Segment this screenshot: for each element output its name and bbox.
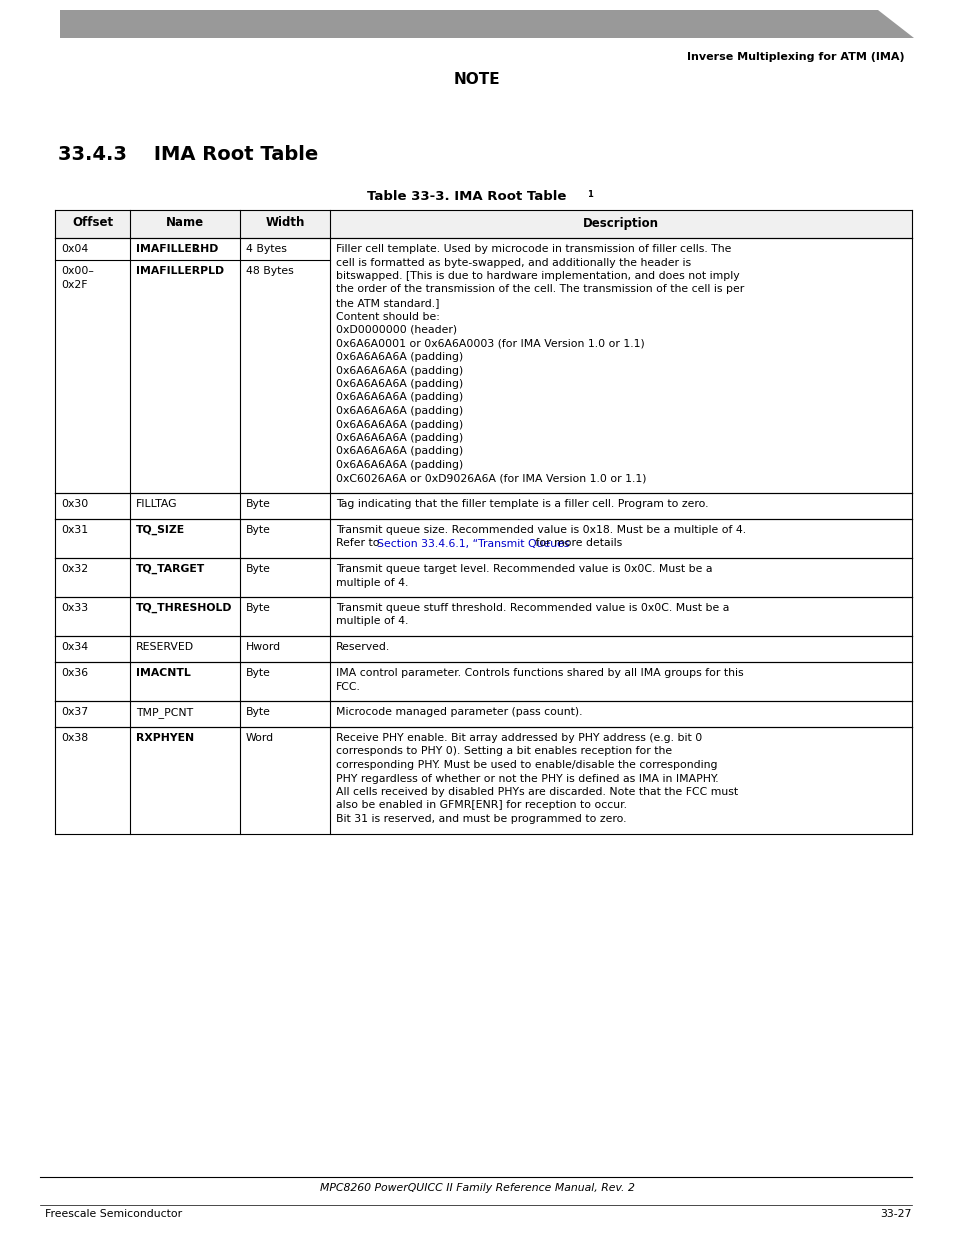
Text: the order of the transmission of the cell. The transmission of the cell is per: the order of the transmission of the cel… <box>335 284 743 294</box>
Text: Bit 31 is reserved, and must be programmed to zero.: Bit 31 is reserved, and must be programm… <box>335 814 626 824</box>
Text: 0xD0000000 (header): 0xD0000000 (header) <box>335 325 456 335</box>
Text: RESERVED: RESERVED <box>136 642 193 652</box>
Text: TQ_SIZE: TQ_SIZE <box>136 525 185 535</box>
Text: 0x36: 0x36 <box>61 668 88 678</box>
Text: RXPHYEN: RXPHYEN <box>136 734 193 743</box>
Text: Name: Name <box>166 216 204 230</box>
Text: 1: 1 <box>586 190 592 199</box>
Text: multiple of 4.: multiple of 4. <box>335 616 408 626</box>
Text: 0x6A6A6A6A (padding): 0x6A6A6A6A (padding) <box>335 406 463 416</box>
Text: FILLTAG: FILLTAG <box>136 499 177 509</box>
Text: Hword: Hword <box>246 642 281 652</box>
Text: 0x33: 0x33 <box>61 603 88 613</box>
Text: Content should be:: Content should be: <box>335 311 439 321</box>
Text: the ATM standard.]: the ATM standard.] <box>335 298 439 308</box>
Text: Transmit queue stuff threshold. Recommended value is 0x0C. Must be a: Transmit queue stuff threshold. Recommen… <box>335 603 729 613</box>
Text: Transmit queue size. Recommended value is 0x18. Must be a multiple of 4.: Transmit queue size. Recommended value i… <box>335 525 745 535</box>
Text: TQ_TARGET: TQ_TARGET <box>136 564 205 574</box>
Text: 0x04: 0x04 <box>61 245 89 254</box>
Text: Inverse Multiplexing for ATM (IMA): Inverse Multiplexing for ATM (IMA) <box>687 52 904 62</box>
Text: 0x31: 0x31 <box>61 525 88 535</box>
Text: cell is formatted as byte-swapped, and additionally the header is: cell is formatted as byte-swapped, and a… <box>335 258 690 268</box>
Text: Tag indicating that the filler template is a filler cell. Program to zero.: Tag indicating that the filler template … <box>335 499 708 509</box>
Text: corresponding PHY. Must be used to enable/disable the corresponding: corresponding PHY. Must be used to enabl… <box>335 760 717 769</box>
Text: Transmit queue target level. Recommended value is 0x0C. Must be a: Transmit queue target level. Recommended… <box>335 564 712 574</box>
Text: Width: Width <box>265 216 304 230</box>
Text: Microcode managed parameter (pass count).: Microcode managed parameter (pass count)… <box>335 706 582 718</box>
Text: Filler cell template. Used by microcode in transmission of filler cells. The: Filler cell template. Used by microcode … <box>335 245 731 254</box>
Text: 0x6A6A6A6A (padding): 0x6A6A6A6A (padding) <box>335 379 463 389</box>
Text: 0x00–: 0x00– <box>61 266 93 275</box>
Text: Section 33.4.6.1, “Transmit Queues: Section 33.4.6.1, “Transmit Queues <box>376 538 569 548</box>
Text: Refer to: Refer to <box>335 538 382 548</box>
Text: corresponds to PHY 0). Setting a bit enables reception for the: corresponds to PHY 0). Setting a bit ena… <box>335 746 672 757</box>
Text: TQ_THRESHOLD: TQ_THRESHOLD <box>136 603 233 614</box>
Text: 0x6A6A6A6A (padding): 0x6A6A6A6A (padding) <box>335 393 463 403</box>
Text: 0x32: 0x32 <box>61 564 88 574</box>
Text: 0x6A6A6A6A (padding): 0x6A6A6A6A (padding) <box>335 459 463 471</box>
Text: Byte: Byte <box>246 706 271 718</box>
Text: 0x6A6A6A6A (padding): 0x6A6A6A6A (padding) <box>335 352 463 362</box>
Text: 0x30: 0x30 <box>61 499 89 509</box>
Text: for more details: for more details <box>531 538 621 548</box>
Text: also be enabled in GFMR[ENR] for reception to occur.: also be enabled in GFMR[ENR] for recepti… <box>335 800 626 810</box>
Text: Byte: Byte <box>246 525 271 535</box>
Text: 48 Bytes: 48 Bytes <box>246 266 294 275</box>
Text: Offset: Offset <box>71 216 113 230</box>
Polygon shape <box>60 10 913 38</box>
Text: 0x6A6A6A6A (padding): 0x6A6A6A6A (padding) <box>335 366 463 375</box>
Text: 33-27: 33-27 <box>880 1209 911 1219</box>
Text: TMP_PCNT: TMP_PCNT <box>136 706 193 718</box>
Text: Word: Word <box>246 734 274 743</box>
Text: Byte: Byte <box>246 668 271 678</box>
Text: Table 33-3. IMA Root Table: Table 33-3. IMA Root Table <box>367 190 566 203</box>
Text: Receive PHY enable. Bit array addressed by PHY address (e.g. bit 0: Receive PHY enable. Bit array addressed … <box>335 734 701 743</box>
Text: IMA control parameter. Controls functions shared by all IMA groups for this: IMA control parameter. Controls function… <box>335 668 742 678</box>
Text: 4 Bytes: 4 Bytes <box>246 245 287 254</box>
Text: 0x34: 0x34 <box>61 642 88 652</box>
Text: FCC.: FCC. <box>335 682 360 692</box>
Text: All cells received by disabled PHYs are discarded. Note that the FCC must: All cells received by disabled PHYs are … <box>335 787 738 797</box>
Text: multiple of 4.: multiple of 4. <box>335 578 408 588</box>
Text: Description: Description <box>582 216 659 230</box>
Text: 2: 2 <box>193 245 198 254</box>
Text: IMAFILLERPLD: IMAFILLERPLD <box>136 266 224 275</box>
Text: 0x6A6A6A6A (padding): 0x6A6A6A6A (padding) <box>335 433 463 443</box>
Text: bitswapped. [This is due to hardware implementation, and does not imply: bitswapped. [This is due to hardware imp… <box>335 270 739 282</box>
Text: 0xC6026A6A or 0xD9026A6A (for IMA Version 1.0 or 1.1): 0xC6026A6A or 0xD9026A6A (for IMA Versio… <box>335 473 646 483</box>
Text: Byte: Byte <box>246 603 271 613</box>
Text: 0x6A6A6A6A (padding): 0x6A6A6A6A (padding) <box>335 447 463 457</box>
Text: IMAFILLERHD: IMAFILLERHD <box>136 245 218 254</box>
Text: Freescale Semiconductor: Freescale Semiconductor <box>45 1209 182 1219</box>
Text: 0x2F: 0x2F <box>61 279 88 289</box>
Text: 33.4.3    IMA Root Table: 33.4.3 IMA Root Table <box>58 144 318 164</box>
Text: Byte: Byte <box>246 499 271 509</box>
Text: 0x6A6A0001 or 0x6A6A0003 (for IMA Version 1.0 or 1.1): 0x6A6A0001 or 0x6A6A0003 (for IMA Versio… <box>335 338 644 348</box>
Text: Byte: Byte <box>246 564 271 574</box>
Text: MPC8260 PowerQUICC II Family Reference Manual, Rev. 2: MPC8260 PowerQUICC II Family Reference M… <box>319 1183 634 1193</box>
Text: 0x37: 0x37 <box>61 706 88 718</box>
Text: 0x38: 0x38 <box>61 734 88 743</box>
Text: Reserved.: Reserved. <box>335 642 390 652</box>
Text: PHY regardless of whether or not the PHY is defined as IMA in IMAPHY.: PHY regardless of whether or not the PHY… <box>335 773 718 783</box>
Text: IMACNTL: IMACNTL <box>136 668 191 678</box>
Text: 0x6A6A6A6A (padding): 0x6A6A6A6A (padding) <box>335 420 463 430</box>
Bar <box>55 210 911 238</box>
Text: NOTE: NOTE <box>454 72 499 86</box>
